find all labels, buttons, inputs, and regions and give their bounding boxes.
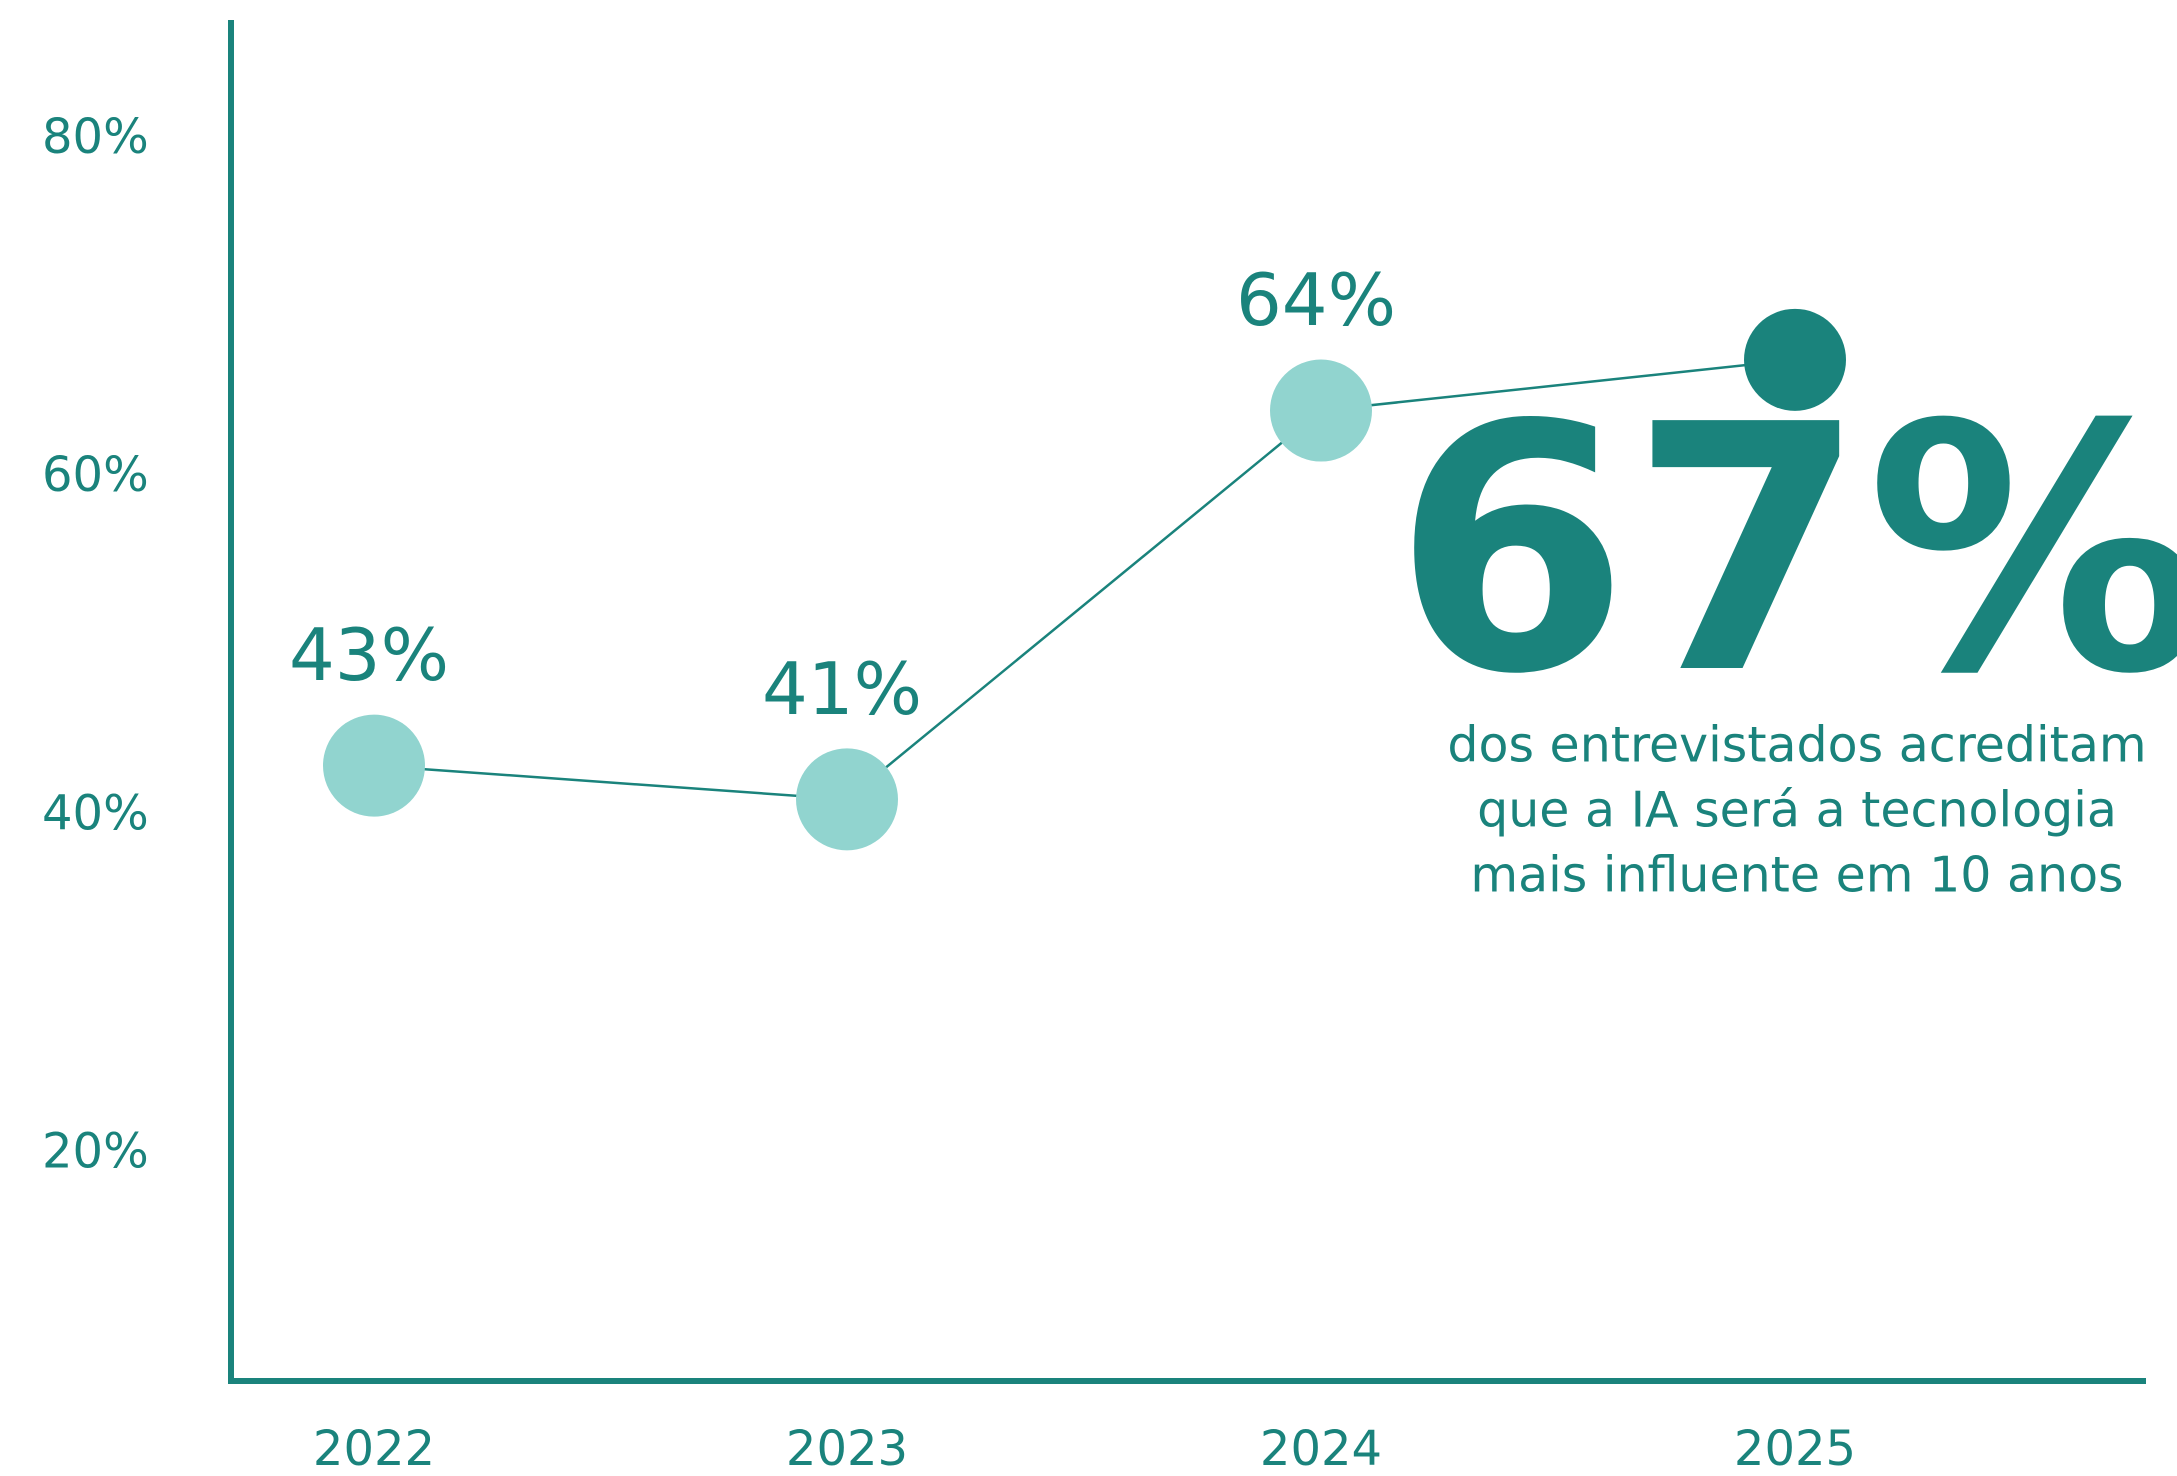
point	[323, 714, 425, 817]
data-label: 41%	[762, 647, 922, 731]
data-label: 64%	[1236, 258, 1396, 342]
highlight-value: 67%	[1393, 353, 2177, 749]
y-tick-label: 20%	[42, 1123, 149, 1179]
line	[373, 358, 1796, 801]
x-tick-label: 2022	[313, 1421, 435, 1476]
y-tick-label: 40%	[42, 785, 149, 841]
point	[796, 748, 898, 851]
data-label: 43%	[289, 613, 449, 697]
annotation: que a IA será a tecnologia	[1477, 782, 2117, 839]
point	[1270, 359, 1372, 462]
y-tick-label: 60%	[42, 447, 149, 503]
x-tick-label: 2024	[1260, 1421, 1382, 1476]
x-tick-label: 2023	[786, 1421, 908, 1476]
y-tick-label: 80%	[42, 109, 149, 165]
point	[1744, 308, 1846, 411]
annotation: dos entrevistados acreditam	[1447, 717, 2146, 774]
annotation: mais influente em 10 anos	[1470, 847, 2123, 904]
x-tick-label: 2025	[1734, 1421, 1856, 1476]
